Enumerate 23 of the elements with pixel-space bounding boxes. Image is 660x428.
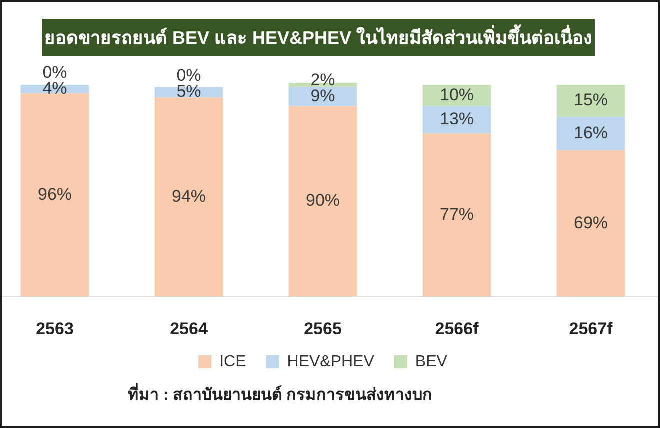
bar <box>288 106 358 297</box>
chart-title: ยอดขายรถยนต์ BEV และ HEV&PHEV ในไทยมีสัดส่วนเพิ่มขึ้นต่อเนื่อง <box>42 19 595 56</box>
data-label: 15% <box>574 90 608 110</box>
data-label: 10% <box>440 85 474 104</box>
data-label: 90% <box>306 191 340 210</box>
bar <box>422 106 492 134</box>
bar <box>556 116 626 151</box>
bar <box>20 94 90 297</box>
text: ที่มา : สถาบันยานยนต์ กรมการขนส่งทางบก <box>128 382 433 406</box>
data-label: 13% <box>440 110 474 129</box>
data-label: 96% <box>38 184 72 204</box>
data-label: 69% <box>574 213 608 232</box>
bar <box>288 87 358 106</box>
data-label: 94% <box>172 186 206 206</box>
legend-label: HEV&PHEV <box>287 353 375 370</box>
bar <box>556 85 626 117</box>
data-label: 16% <box>574 123 608 142</box>
bar <box>422 134 492 297</box>
legend-label: ICE <box>220 353 246 370</box>
bar <box>154 98 224 297</box>
bar <box>556 150 626 297</box>
data-label: 77% <box>440 204 474 224</box>
legend-label: BEV <box>415 353 448 370</box>
